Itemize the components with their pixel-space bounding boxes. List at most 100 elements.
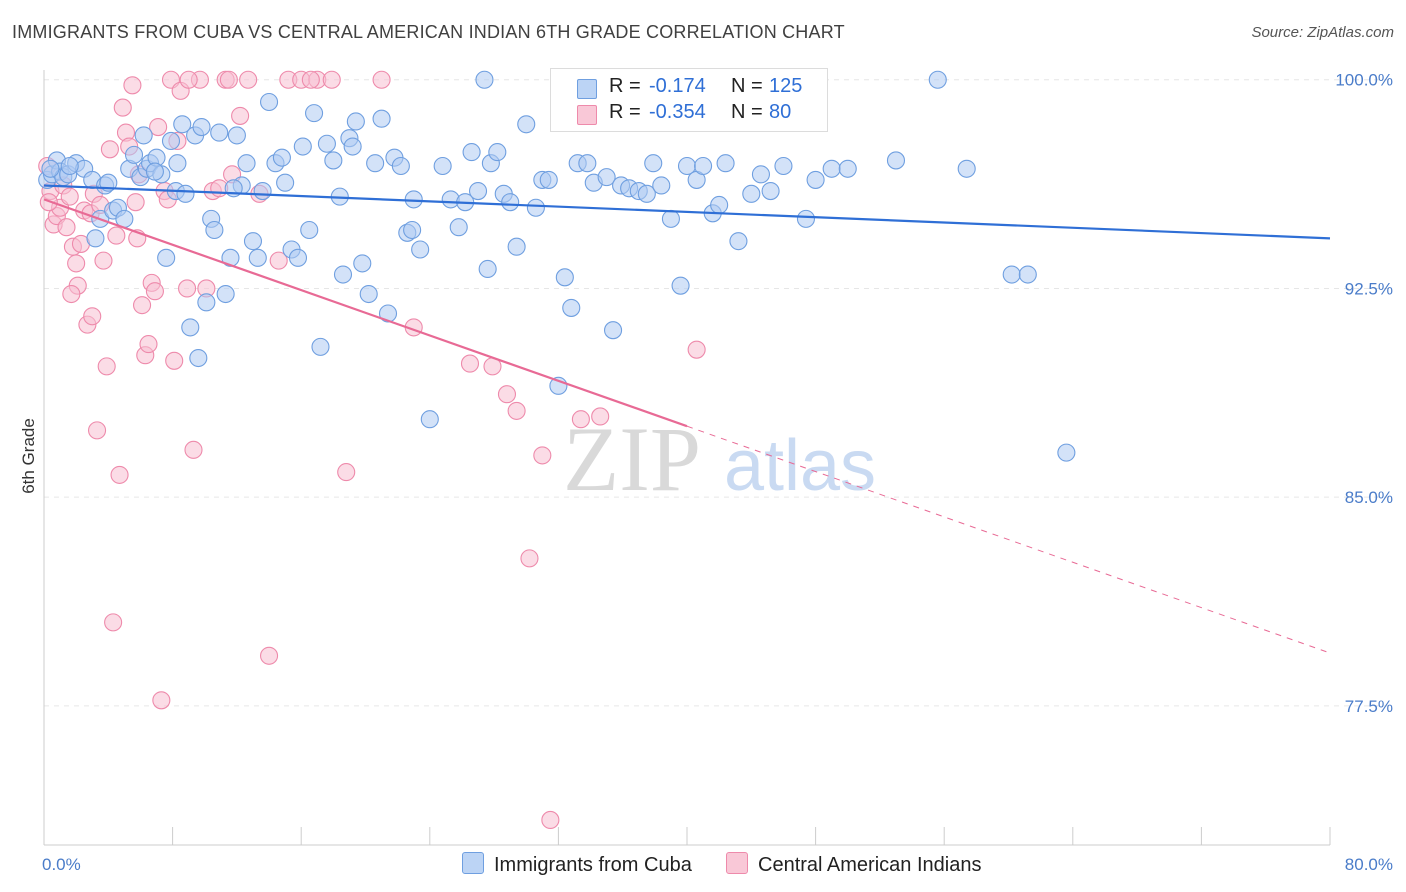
point-central: [520, 549, 539, 568]
point-cuba: [742, 184, 761, 203]
point-cuba: [671, 276, 690, 295]
point-cuba: [449, 218, 468, 237]
legend-r-label: R =: [609, 75, 641, 97]
point-cuba: [353, 254, 372, 273]
legend-swatch-cuba: [577, 79, 597, 99]
point-cuba: [1002, 265, 1021, 284]
point-central: [239, 70, 258, 89]
point-cuba: [192, 117, 211, 137]
point-cuba: [311, 337, 330, 356]
point-central: [94, 251, 113, 270]
bottom-legend-swatch-central: [726, 852, 748, 874]
point-cuba: [694, 156, 713, 176]
y-tick-label: 77.5%: [1345, 697, 1393, 716]
y-tick-labels: 100.0% 92.5% 85.0% 77.5%: [1335, 71, 1393, 716]
point-cuba: [176, 184, 195, 203]
point-cuba: [886, 151, 906, 170]
x-tick-labels: 0.0% 80.0%: [42, 855, 1393, 874]
bottom-legend-central: Central American Indians: [726, 852, 981, 877]
point-cuba: [420, 410, 439, 429]
x-tick-label: 80.0%: [1345, 855, 1393, 874]
chart-title: IMMIGRANTS FROM CUBA VS CENTRAL AMERICAN…: [12, 22, 845, 42]
legend-n-value: 80: [769, 101, 792, 123]
point-central: [133, 296, 152, 315]
point-cuba: [237, 154, 256, 173]
point-cuba: [346, 112, 365, 131]
point-central: [87, 421, 107, 440]
point-cuba: [60, 156, 79, 176]
point-central: [139, 335, 158, 354]
y-tick-label: 85.0%: [1345, 488, 1393, 507]
correlation-legend: R = -0.174 N = 125 R = -0.354 N = 80: [550, 68, 828, 132]
point-central: [231, 106, 250, 125]
point-cuba: [928, 70, 947, 89]
point-cuba: [86, 229, 105, 248]
point-cuba: [189, 348, 208, 368]
point-central: [184, 440, 203, 459]
point-cuba: [276, 173, 295, 192]
point-cuba: [555, 268, 574, 287]
y-tick-label: 92.5%: [1345, 279, 1393, 298]
legend-n-label: N =: [731, 75, 763, 97]
point-cuba: [366, 154, 385, 173]
point-cuba: [644, 154, 663, 173]
point-cuba: [359, 284, 378, 304]
point-cuba: [243, 232, 263, 251]
legend-n-label: N =: [731, 101, 763, 123]
point-cuba: [468, 182, 488, 201]
bottom-legend-label-cuba: Immigrants from Cuba: [494, 854, 692, 876]
point-central: [62, 284, 81, 304]
point-cuba: [729, 232, 748, 251]
point-central: [145, 282, 164, 301]
point-cuba: [411, 240, 430, 259]
trend-line-central: [43, 198, 688, 428]
point-cuba: [433, 156, 452, 176]
legend-r-value: -0.354: [649, 101, 706, 123]
point-cuba: [578, 154, 597, 173]
point-cuba: [253, 182, 272, 201]
point-cuba: [751, 165, 770, 184]
legend-r-value: -0.174: [649, 75, 706, 97]
point-cuba: [216, 284, 235, 304]
watermark-atlas: atlas: [724, 426, 876, 506]
point-central: [113, 98, 132, 117]
point-cuba: [259, 92, 279, 112]
point-cuba: [227, 126, 246, 145]
point-central: [165, 351, 184, 370]
point-cuba: [324, 151, 343, 170]
point-central: [301, 70, 320, 89]
point-cuba: [716, 154, 735, 173]
point-central: [100, 140, 119, 159]
point-central: [152, 691, 171, 710]
watermark: ZIP atlas: [563, 408, 876, 510]
point-cuba: [197, 293, 216, 312]
trend-line-cuba: [43, 184, 1331, 240]
point-cuba: [248, 248, 267, 267]
legend-r-label: R =: [609, 101, 641, 123]
bottom-legend-label-central: Central American Indians: [758, 854, 982, 876]
point-central: [507, 401, 526, 420]
series-central-american-indians: [38, 70, 706, 830]
point-cuba: [221, 248, 240, 267]
bottom-legend-cuba: Immigrants from Cuba: [462, 852, 692, 877]
y-tick-label: 100.0%: [1335, 71, 1393, 90]
legend-n-value: 125: [769, 75, 803, 97]
point-cuba: [317, 134, 336, 153]
point-central: [460, 354, 480, 373]
point-central: [179, 70, 198, 89]
point-cuba: [517, 115, 536, 134]
point-central: [57, 218, 76, 237]
trend-line-central-dashed: [686, 425, 1331, 654]
point-cuba: [272, 148, 291, 167]
y-axis-label: 6th Grade: [19, 418, 38, 494]
point-cuba: [391, 156, 410, 176]
point-cuba: [293, 137, 312, 156]
point-central: [337, 463, 356, 482]
point-cuba: [168, 154, 187, 173]
point-central: [259, 646, 279, 665]
point-cuba: [372, 109, 391, 128]
point-cuba: [173, 115, 192, 134]
point-cuba: [41, 159, 60, 178]
point-cuba: [210, 123, 229, 142]
point-cuba: [157, 248, 176, 267]
